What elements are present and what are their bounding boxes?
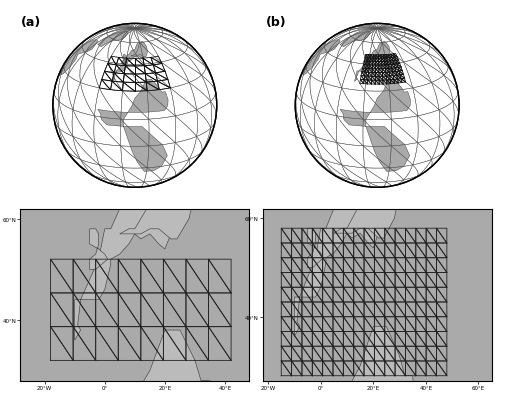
Polygon shape [121,55,127,65]
Polygon shape [98,80,168,172]
Polygon shape [340,32,371,47]
Polygon shape [340,80,411,172]
Polygon shape [0,103,51,219]
Polygon shape [163,106,273,219]
Polygon shape [97,209,176,390]
Polygon shape [354,43,389,82]
Polygon shape [112,43,146,82]
Polygon shape [364,55,369,65]
Polygon shape [303,40,340,76]
Polygon shape [308,229,323,268]
Polygon shape [51,330,213,405]
Polygon shape [98,32,129,47]
Polygon shape [294,170,394,337]
Polygon shape [373,42,390,58]
Text: (b): (b) [266,16,287,29]
Polygon shape [90,229,108,270]
Polygon shape [131,42,147,58]
Text: (a): (a) [20,16,41,29]
Polygon shape [273,327,415,405]
Circle shape [295,24,459,188]
Polygon shape [75,168,189,340]
Polygon shape [334,165,399,239]
Polygon shape [120,164,195,239]
Polygon shape [60,40,98,76]
Circle shape [53,24,217,188]
